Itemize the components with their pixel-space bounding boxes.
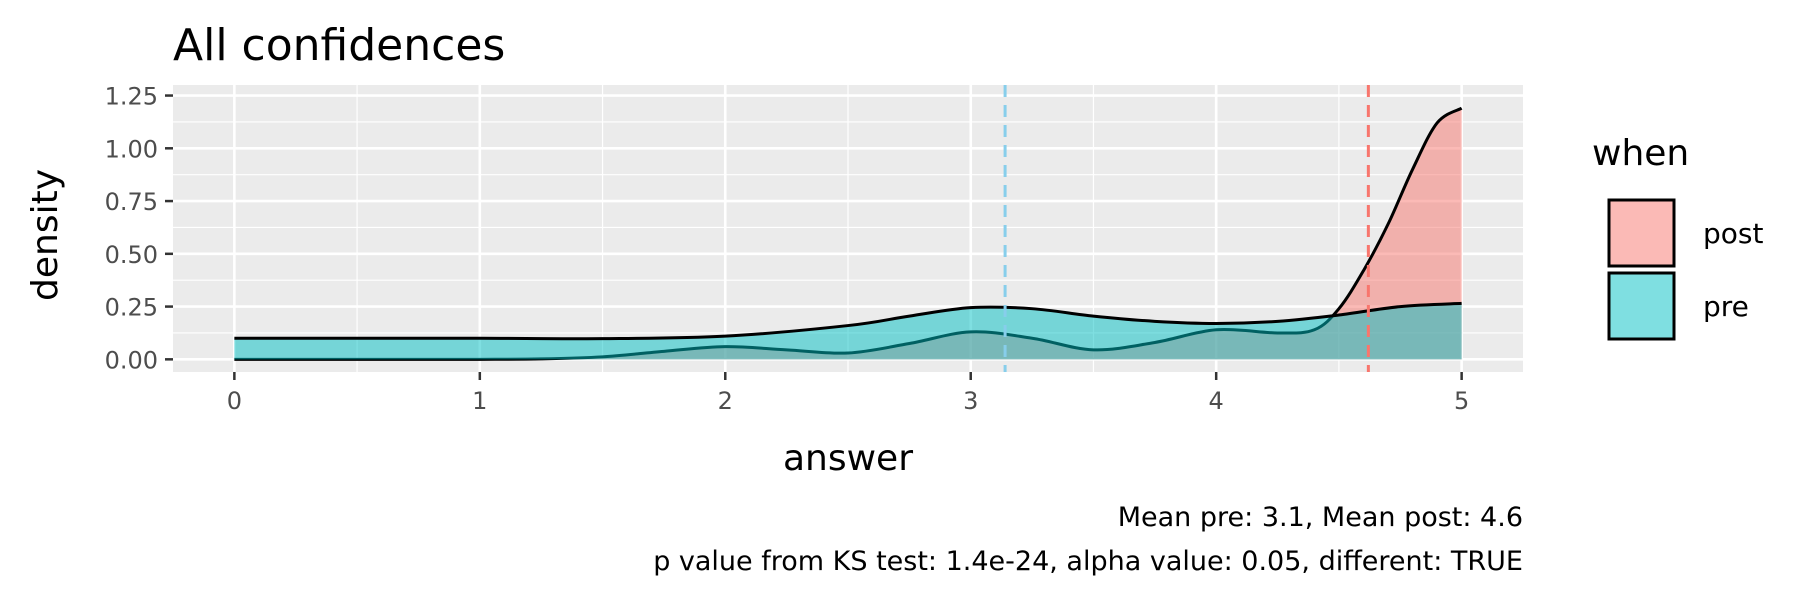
legend-title: when	[1592, 133, 1689, 174]
x-tick-label: 5	[1454, 387, 1469, 415]
legend-key-pre	[1607, 271, 1676, 341]
y-tick-label: 0.50	[105, 241, 158, 269]
density-curve-pre	[234, 301, 1462, 341]
y-tick-label: 1.00	[105, 135, 158, 163]
y-tick-label: 0.25	[105, 294, 158, 322]
y-tick-label: 0.00	[105, 346, 158, 374]
y-axis: 0.00 0.25 0.50 0.75 1.00 1.25	[105, 83, 173, 374]
legend: when post pre	[1592, 133, 1763, 341]
y-tick-label: 0.75	[105, 188, 158, 216]
x-tick-label: 2	[718, 387, 733, 415]
x-tick-label: 0	[227, 387, 242, 415]
chart-title: All confidences	[173, 20, 505, 71]
mean-lines	[1003, 85, 1370, 372]
legend-label-post: post	[1703, 217, 1763, 250]
x-axis: 0 1 2 3 4 5	[227, 372, 1469, 415]
y-axis-title: density	[25, 169, 66, 301]
density-area-pre	[234, 303, 1462, 360]
legend-label-pre: pre	[1703, 290, 1749, 323]
y-tick-label: 1.25	[105, 83, 158, 111]
grid-major	[173, 85, 1523, 372]
caption-line-1: Mean pre: 3.1, Mean post: 4.6	[1118, 502, 1523, 533]
density-areas	[234, 106, 1463, 361]
x-tick-label: 1	[472, 387, 487, 415]
x-tick-label: 4	[1209, 387, 1224, 415]
caption-line-2: p value from KS test: 1.4e-24, alpha val…	[653, 546, 1523, 577]
legend-key-post	[1607, 198, 1676, 268]
x-axis-title: answer	[783, 438, 913, 479]
x-tick-label: 3	[963, 387, 978, 415]
